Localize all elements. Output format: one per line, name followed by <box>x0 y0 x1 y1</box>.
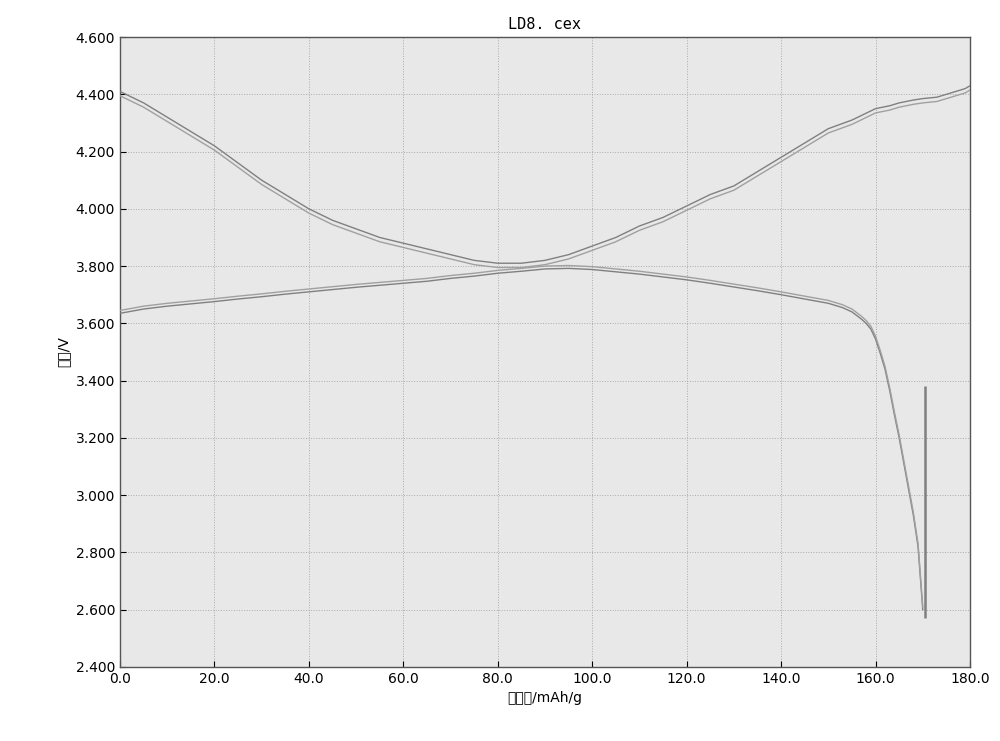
Y-axis label: 电压/V: 电压/V <box>56 336 70 368</box>
Title: LD8. cex: LD8. cex <box>509 17 582 32</box>
X-axis label: 比容量/mAh/g: 比容量/mAh/g <box>508 691 582 705</box>
